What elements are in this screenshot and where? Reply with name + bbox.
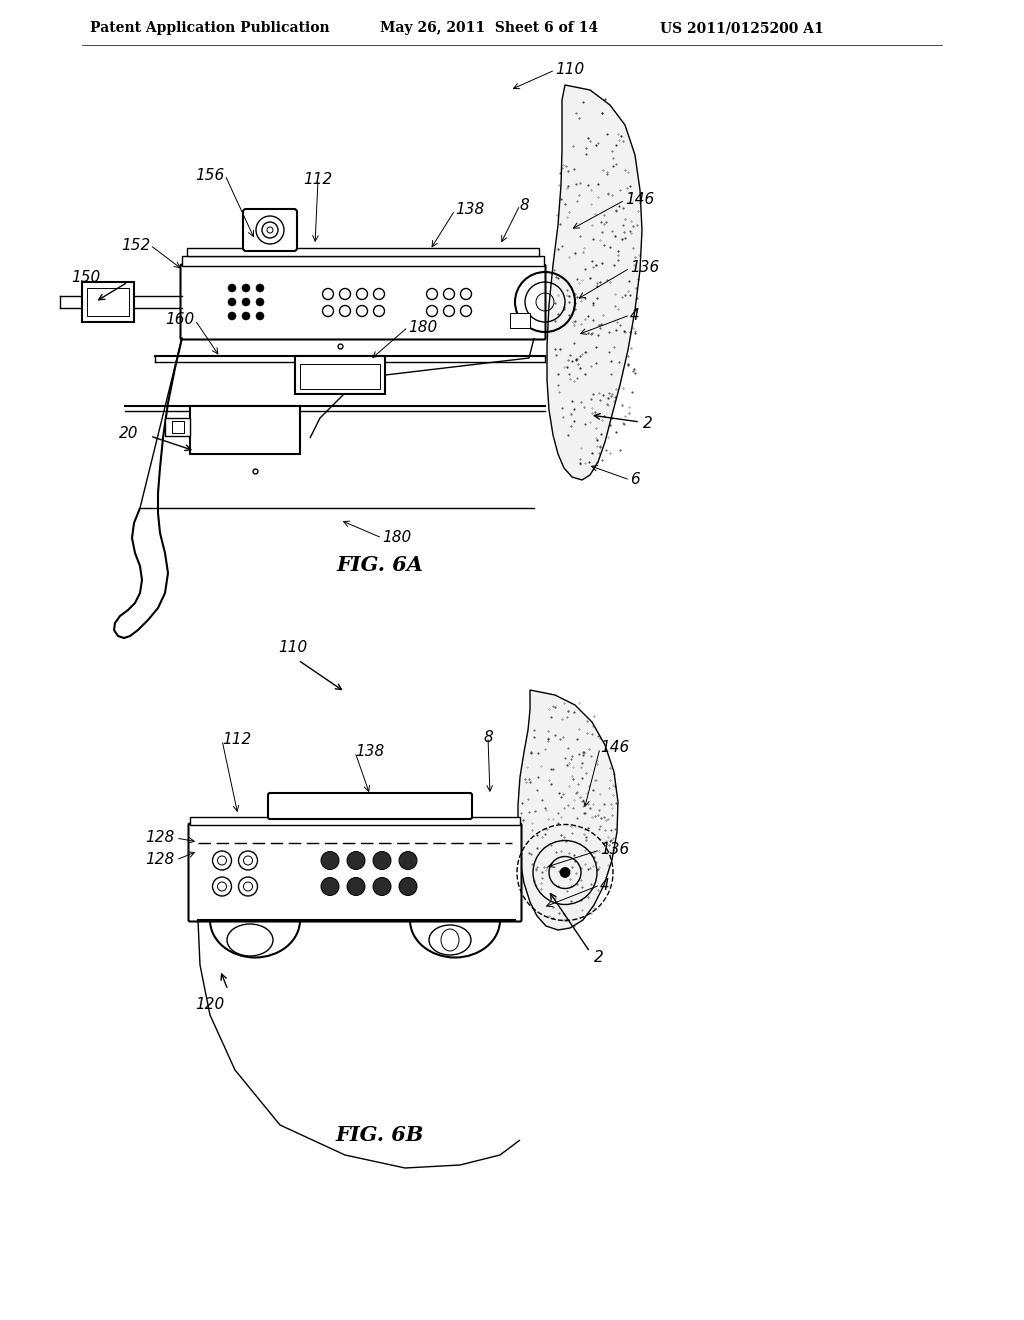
Circle shape — [321, 851, 339, 870]
Text: 150: 150 — [71, 271, 100, 285]
Bar — [300, 364, 380, 389]
Bar — [295, 356, 385, 393]
Polygon shape — [547, 84, 642, 480]
Circle shape — [321, 878, 339, 895]
Text: 146: 146 — [600, 741, 630, 755]
Text: 180: 180 — [408, 319, 437, 334]
Text: 112: 112 — [303, 173, 333, 187]
Circle shape — [242, 284, 250, 292]
Text: 120: 120 — [196, 997, 224, 1012]
Bar — [87, 288, 129, 315]
Text: 20: 20 — [119, 426, 138, 441]
Circle shape — [256, 312, 264, 319]
Bar — [190, 407, 300, 454]
Circle shape — [560, 867, 570, 878]
Text: 4: 4 — [600, 878, 609, 892]
Circle shape — [228, 284, 236, 292]
Circle shape — [399, 851, 417, 870]
Text: 160: 160 — [166, 313, 195, 327]
Bar — [182, 256, 544, 267]
Circle shape — [399, 878, 417, 895]
Text: 110: 110 — [555, 62, 585, 78]
Circle shape — [256, 298, 264, 306]
Text: 112: 112 — [222, 733, 251, 747]
Text: 128: 128 — [145, 830, 175, 846]
Bar — [172, 421, 184, 433]
Text: 8: 8 — [520, 198, 529, 213]
FancyBboxPatch shape — [188, 824, 521, 921]
Circle shape — [242, 312, 250, 319]
Text: 2: 2 — [643, 416, 652, 430]
Text: 128: 128 — [145, 853, 175, 867]
Text: 138: 138 — [455, 202, 484, 218]
Circle shape — [242, 298, 250, 306]
Circle shape — [347, 851, 365, 870]
FancyBboxPatch shape — [243, 209, 297, 251]
Text: 138: 138 — [355, 744, 384, 759]
Text: 6: 6 — [630, 473, 640, 487]
Circle shape — [228, 312, 236, 319]
Text: US 2011/0125200 A1: US 2011/0125200 A1 — [660, 21, 823, 36]
Text: May 26, 2011  Sheet 6 of 14: May 26, 2011 Sheet 6 of 14 — [380, 21, 598, 36]
Text: 180: 180 — [382, 531, 412, 545]
Text: 136: 136 — [600, 842, 630, 858]
Text: FIG. 6A: FIG. 6A — [337, 554, 424, 576]
Polygon shape — [518, 690, 618, 931]
Text: 156: 156 — [196, 168, 225, 182]
Circle shape — [373, 851, 391, 870]
FancyBboxPatch shape — [180, 264, 546, 339]
Bar — [82, 282, 134, 322]
Text: 146: 146 — [625, 193, 654, 207]
Text: FIG. 6B: FIG. 6B — [336, 1125, 424, 1144]
Bar — [187, 248, 539, 256]
Text: 4: 4 — [630, 308, 640, 322]
Circle shape — [347, 878, 365, 895]
Bar — [165, 418, 190, 436]
Circle shape — [228, 298, 236, 306]
Text: 136: 136 — [630, 260, 659, 276]
Text: Patent Application Publication: Patent Application Publication — [90, 21, 330, 36]
Circle shape — [256, 284, 264, 292]
Circle shape — [373, 878, 391, 895]
Text: 152: 152 — [121, 238, 150, 252]
Text: 8: 8 — [483, 730, 493, 744]
FancyBboxPatch shape — [268, 793, 472, 818]
Bar — [190, 817, 520, 825]
Bar — [510, 313, 530, 327]
Text: 2: 2 — [594, 950, 604, 965]
Text: 110: 110 — [278, 640, 307, 655]
